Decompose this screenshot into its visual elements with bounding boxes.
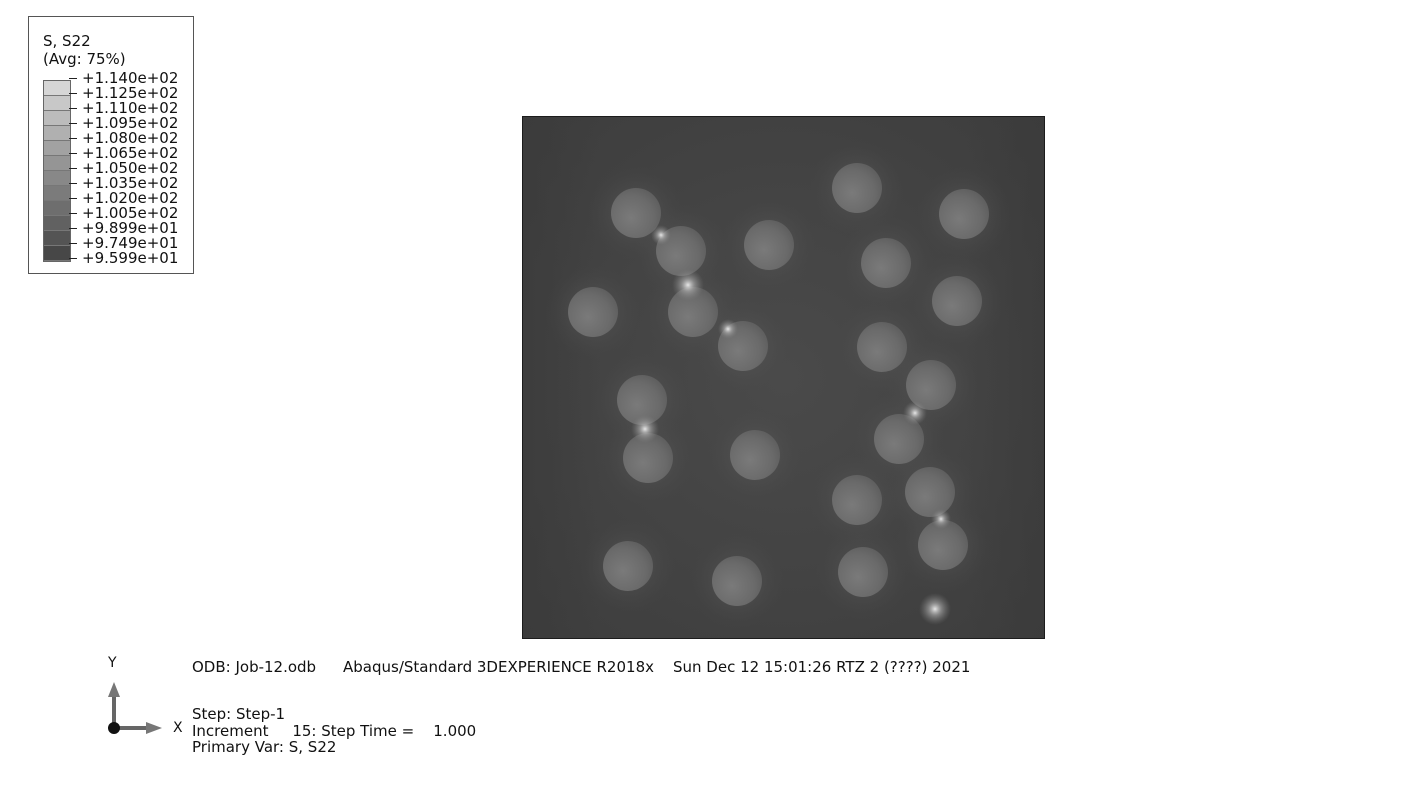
- axis-triad: Y X: [100, 655, 190, 745]
- fiber-inclusion: [623, 433, 673, 483]
- legend-value: +1.005e+02: [69, 206, 178, 221]
- fiber-inclusion: [744, 220, 794, 270]
- stress-concentration: [631, 415, 659, 443]
- stress-concentration: [718, 319, 738, 339]
- fiber-inclusion: [932, 276, 982, 326]
- primary-var-label: Primary Var: S, S22: [192, 738, 337, 756]
- step-label: Step: Step-1: [192, 705, 286, 723]
- stress-concentration: [651, 225, 671, 245]
- legend-color-bar: [43, 80, 71, 262]
- fiber-inclusion: [603, 541, 653, 591]
- fiber-inclusion: [617, 375, 667, 425]
- fiber-inclusion: [861, 238, 911, 288]
- legend-title: S, S22: [43, 32, 91, 50]
- fiber-inclusion: [857, 322, 907, 372]
- stress-concentration: [931, 509, 951, 529]
- legend-swatch: [44, 96, 70, 111]
- fiber-inclusion: [611, 188, 661, 238]
- fiber-inclusion: [712, 556, 762, 606]
- legend-swatch: [44, 111, 70, 126]
- legend-value: +1.140e+02: [69, 71, 178, 86]
- stress-concentration: [672, 269, 704, 301]
- triad-arrows: [108, 682, 162, 734]
- fiber-inclusion: [568, 287, 618, 337]
- legend-swatch: [44, 81, 70, 96]
- legend-value: +1.050e+02: [69, 161, 178, 176]
- stress-concentration: [919, 593, 951, 625]
- model-contour-plot[interactable]: [522, 116, 1045, 639]
- legend-value: +1.125e+02: [69, 86, 178, 101]
- legend-swatch: [44, 171, 70, 186]
- odb-name: ODB: Job-12.odb: [192, 658, 317, 676]
- fiber-inclusion: [905, 467, 955, 517]
- fiber-inclusion: [918, 520, 968, 570]
- fiber-inclusion: [832, 475, 882, 525]
- legend-swatch: [44, 246, 70, 261]
- contour-legend: S, S22 (Avg: 75%) +1.140e+02 +1.125e+02 +1…: [28, 16, 194, 274]
- legend-value: +1.110e+02: [69, 101, 178, 116]
- legend-swatch: [44, 141, 70, 156]
- fiber-inclusion: [668, 287, 718, 337]
- legend-swatch: [44, 186, 70, 201]
- y-axis-label: Y: [108, 655, 117, 671]
- legend-value: +1.080e+02: [69, 131, 178, 146]
- legend-value: +1.020e+02: [69, 191, 178, 206]
- legend-value: +9.749e+01: [69, 236, 178, 251]
- run-date: Sun Dec 12 15:01:26 RTZ 2 (????) 2021: [673, 658, 971, 676]
- legend-subtitle: (Avg: 75%): [43, 50, 126, 68]
- solver-version: Abaqus/Standard 3DEXPERIENCE R2018x: [343, 658, 654, 676]
- model-canvas: [523, 117, 1044, 638]
- legend-swatch: [44, 201, 70, 216]
- legend-value: +1.095e+02: [69, 116, 178, 131]
- legend-swatch: [44, 231, 70, 246]
- legend-value: +1.035e+02: [69, 176, 178, 191]
- legend-value: +9.599e+01: [69, 251, 178, 266]
- fiber-inclusion: [838, 547, 888, 597]
- fiber-inclusion: [874, 414, 924, 464]
- legend-value: +1.065e+02: [69, 146, 178, 161]
- increment-label: Increment 15: Step Time = 1.000: [192, 722, 477, 740]
- legend-swatch: [44, 156, 70, 171]
- fiber-inclusion: [730, 430, 780, 480]
- fiber-inclusion: [906, 360, 956, 410]
- legend-swatch: [44, 126, 70, 141]
- legend-value-list: +1.140e+02 +1.125e+02 +1.110e+02 +1.095e+02…: [69, 71, 178, 266]
- legend-value: +9.899e+01: [69, 221, 178, 236]
- fiber-inclusion: [939, 189, 989, 239]
- legend-swatch: [44, 216, 70, 231]
- stress-concentration: [903, 401, 927, 425]
- x-axis-label: X: [173, 720, 183, 736]
- fiber-inclusion: [832, 163, 882, 213]
